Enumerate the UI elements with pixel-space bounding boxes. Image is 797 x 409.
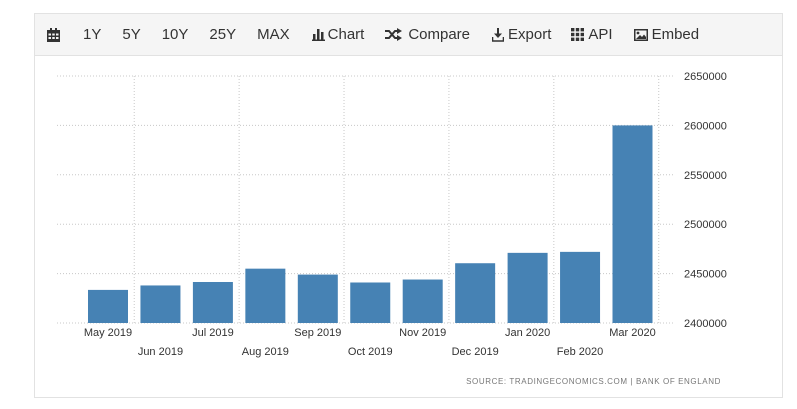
export-button-label: Export xyxy=(508,26,552,43)
api-button-label: API xyxy=(588,26,613,43)
source-site: TRADINGECONOMICS.COM xyxy=(509,377,628,386)
bar xyxy=(612,125,653,324)
bar xyxy=(192,281,233,323)
x-tick-label: Dec 2019 xyxy=(452,346,499,358)
y-tick-label: 2450000 xyxy=(684,269,727,281)
x-tick-label: Oct 2019 xyxy=(348,346,393,358)
source-attribution: SOURCE: TRADINGECONOMICS.COM | BANK OF E… xyxy=(466,377,721,386)
source-separator: | xyxy=(630,377,634,386)
source-label: SOURCE: xyxy=(466,377,507,386)
range-5y-button[interactable]: 5Y xyxy=(122,26,141,43)
bar xyxy=(88,289,128,323)
bar xyxy=(297,274,338,323)
x-tick-label: Sep 2019 xyxy=(294,327,341,339)
api-button[interactable]: API xyxy=(571,14,613,55)
range-10y-button[interactable]: 10Y xyxy=(161,26,189,43)
range-max-button[interactable]: MAX xyxy=(257,26,290,43)
y-tick-label: 2500000 xyxy=(684,219,727,231)
range-1y-button[interactable]: 1Y xyxy=(83,26,102,43)
chart-labels: 2400000 2450000 2500000 2550000 2600000 26500… xyxy=(84,71,727,358)
x-tick-label: Feb 2020 xyxy=(557,346,603,358)
compare-button[interactable]: Compare xyxy=(385,14,470,55)
bar xyxy=(350,282,391,323)
y-tick-label: 2400000 xyxy=(684,318,727,330)
y-tick-label: 2650000 xyxy=(684,71,727,83)
bar-chart-icon xyxy=(311,29,325,41)
chart-widget: 1Y 5Y 10Y 25Y MAX Chart Compare xyxy=(34,13,783,398)
bar xyxy=(402,279,443,323)
bar xyxy=(560,251,601,323)
export-button[interactable]: Export xyxy=(492,14,551,55)
chart-button-label: Chart xyxy=(327,26,365,43)
y-tick-label: 2600000 xyxy=(684,120,727,132)
embed-button[interactable]: Embed xyxy=(633,14,700,55)
x-tick-label: Aug 2019 xyxy=(242,346,289,358)
toolbar: 1Y 5Y 10Y 25Y MAX Chart Compare xyxy=(35,14,782,56)
chart-bars xyxy=(88,125,653,324)
x-tick-label: May 2019 xyxy=(84,327,132,339)
bar xyxy=(140,285,181,323)
x-tick-label: Jun 2019 xyxy=(138,346,183,358)
y-tick-label: 2550000 xyxy=(684,170,727,182)
grid-icon xyxy=(571,28,585,41)
source-provider: BANK OF ENGLAND xyxy=(635,377,721,386)
compare-button-label: Compare xyxy=(408,26,471,43)
embed-button-label: Embed xyxy=(651,26,700,43)
shuffle-icon xyxy=(385,28,403,41)
bar xyxy=(245,268,286,323)
chart-button[interactable]: Chart xyxy=(311,14,365,55)
calendar-icon[interactable] xyxy=(47,14,60,55)
download-icon xyxy=(492,27,505,42)
range-25y-button[interactable]: 25Y xyxy=(209,26,237,43)
bar xyxy=(507,252,548,323)
x-tick-label: Nov 2019 xyxy=(399,327,446,339)
x-tick-label: Jul 2019 xyxy=(192,327,234,339)
x-tick-label: Mar 2020 xyxy=(609,327,655,339)
image-icon xyxy=(633,28,648,41)
bar-chart: 2400000 2450000 2500000 2550000 2600000 26500… xyxy=(57,71,727,358)
x-tick-label: Jan 2020 xyxy=(505,327,550,339)
bar xyxy=(455,263,496,323)
